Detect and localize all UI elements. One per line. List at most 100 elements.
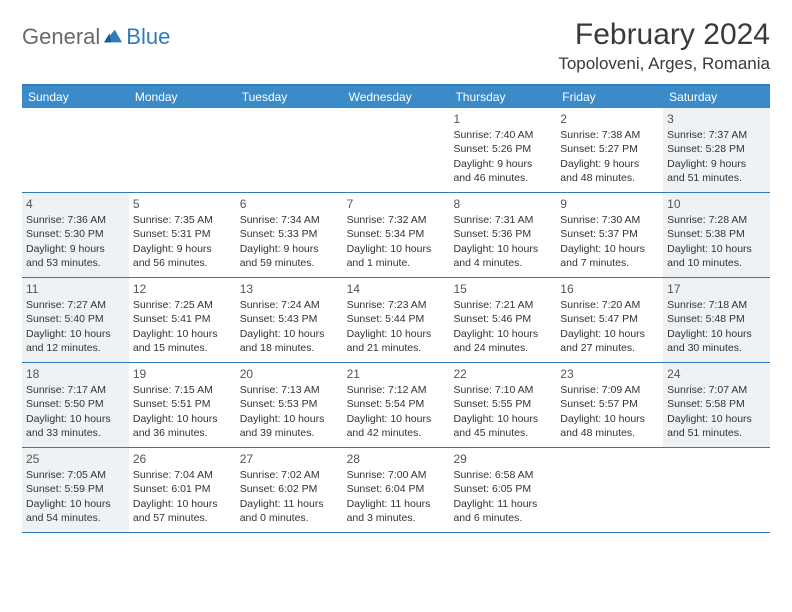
empty-cell [556, 448, 663, 532]
day-sunrise: Sunrise: 7:24 AM [240, 298, 339, 312]
day-sunset: Sunset: 5:47 PM [560, 312, 659, 326]
day-number: 24 [667, 366, 766, 382]
day-number: 20 [240, 366, 339, 382]
day-day1: Daylight: 10 hours [560, 412, 659, 426]
day-number: 11 [26, 281, 125, 297]
day-cell: 12Sunrise: 7:25 AMSunset: 5:41 PMDayligh… [129, 278, 236, 362]
day-sunset: Sunset: 5:51 PM [133, 397, 232, 411]
day-sunrise: Sunrise: 7:04 AM [133, 468, 232, 482]
day-number: 7 [347, 196, 446, 212]
day-day1: Daylight: 9 hours [240, 242, 339, 256]
day-number: 14 [347, 281, 446, 297]
day-cell: 19Sunrise: 7:15 AMSunset: 5:51 PMDayligh… [129, 363, 236, 447]
empty-cell [236, 108, 343, 192]
day-number: 15 [453, 281, 552, 297]
day-sunrise: Sunrise: 7:05 AM [26, 468, 125, 482]
day-day1: Daylight: 9 hours [560, 157, 659, 171]
day-sunrise: Sunrise: 7:37 AM [667, 128, 766, 142]
day-sunrise: Sunrise: 7:00 AM [347, 468, 446, 482]
day-number: 12 [133, 281, 232, 297]
day-day2: and 57 minutes. [133, 511, 232, 525]
day-day2: and 48 minutes. [560, 171, 659, 185]
day-sunset: Sunset: 5:58 PM [667, 397, 766, 411]
day-cell: 9Sunrise: 7:30 AMSunset: 5:37 PMDaylight… [556, 193, 663, 277]
day-cell: 3Sunrise: 7:37 AMSunset: 5:28 PMDaylight… [663, 108, 770, 192]
day-sunset: Sunset: 5:36 PM [453, 227, 552, 241]
day-cell: 4Sunrise: 7:36 AMSunset: 5:30 PMDaylight… [22, 193, 129, 277]
day-sunrise: Sunrise: 7:23 AM [347, 298, 446, 312]
day-day2: and 54 minutes. [26, 511, 125, 525]
day-day1: Daylight: 9 hours [133, 242, 232, 256]
day-sunrise: Sunrise: 7:10 AM [453, 383, 552, 397]
day-cell: 2Sunrise: 7:38 AMSunset: 5:27 PMDaylight… [556, 108, 663, 192]
day-sunset: Sunset: 5:50 PM [26, 397, 125, 411]
day-cell: 15Sunrise: 7:21 AMSunset: 5:46 PMDayligh… [449, 278, 556, 362]
day-day2: and 48 minutes. [560, 426, 659, 440]
day-sunset: Sunset: 5:28 PM [667, 142, 766, 156]
day-cell: 18Sunrise: 7:17 AMSunset: 5:50 PMDayligh… [22, 363, 129, 447]
day-cell: 17Sunrise: 7:18 AMSunset: 5:48 PMDayligh… [663, 278, 770, 362]
day-sunrise: Sunrise: 7:38 AM [560, 128, 659, 142]
day-sunrise: Sunrise: 7:34 AM [240, 213, 339, 227]
day-cell: 20Sunrise: 7:13 AMSunset: 5:53 PMDayligh… [236, 363, 343, 447]
day-sunrise: Sunrise: 7:07 AM [667, 383, 766, 397]
day-cell: 16Sunrise: 7:20 AMSunset: 5:47 PMDayligh… [556, 278, 663, 362]
day-day1: Daylight: 9 hours [667, 157, 766, 171]
day-day1: Daylight: 9 hours [26, 242, 125, 256]
day-number: 28 [347, 451, 446, 467]
day-number: 9 [560, 196, 659, 212]
day-day1: Daylight: 10 hours [347, 242, 446, 256]
header: General Blue February 2024 Topoloveni, A… [22, 18, 770, 74]
day-day1: Daylight: 10 hours [453, 327, 552, 341]
day-number: 16 [560, 281, 659, 297]
day-sunset: Sunset: 5:31 PM [133, 227, 232, 241]
day-sunrise: Sunrise: 7:32 AM [347, 213, 446, 227]
day-number: 25 [26, 451, 125, 467]
day-sunset: Sunset: 5:53 PM [240, 397, 339, 411]
day-day2: and 15 minutes. [133, 341, 232, 355]
day-number: 4 [26, 196, 125, 212]
day-day2: and 10 minutes. [667, 256, 766, 270]
day-day1: Daylight: 10 hours [667, 412, 766, 426]
day-sunset: Sunset: 6:01 PM [133, 482, 232, 496]
day-number: 1 [453, 111, 552, 127]
day-cell: 7Sunrise: 7:32 AMSunset: 5:34 PMDaylight… [343, 193, 450, 277]
day-sunrise: Sunrise: 7:13 AM [240, 383, 339, 397]
day-day1: Daylight: 10 hours [453, 242, 552, 256]
day-day2: and 30 minutes. [667, 341, 766, 355]
week-row: 18Sunrise: 7:17 AMSunset: 5:50 PMDayligh… [22, 363, 770, 448]
day-day1: Daylight: 11 hours [240, 497, 339, 511]
day-cell: 22Sunrise: 7:10 AMSunset: 5:55 PMDayligh… [449, 363, 556, 447]
location: Topoloveni, Arges, Romania [558, 54, 770, 74]
logo-text-blue: Blue [126, 24, 170, 50]
day-sunset: Sunset: 5:33 PM [240, 227, 339, 241]
day-sunset: Sunset: 5:34 PM [347, 227, 446, 241]
day-day2: and 42 minutes. [347, 426, 446, 440]
day-sunrise: Sunrise: 7:36 AM [26, 213, 125, 227]
day-sunrise: Sunrise: 7:20 AM [560, 298, 659, 312]
day-cell: 23Sunrise: 7:09 AMSunset: 5:57 PMDayligh… [556, 363, 663, 447]
day-day1: Daylight: 10 hours [667, 327, 766, 341]
day-day2: and 36 minutes. [133, 426, 232, 440]
day-day1: Daylight: 10 hours [453, 412, 552, 426]
day-day2: and 39 minutes. [240, 426, 339, 440]
day-day1: Daylight: 10 hours [26, 327, 125, 341]
day-number: 18 [26, 366, 125, 382]
day-day1: Daylight: 11 hours [453, 497, 552, 511]
day-sunset: Sunset: 5:41 PM [133, 312, 232, 326]
empty-cell [22, 108, 129, 192]
week-row: 25Sunrise: 7:05 AMSunset: 5:59 PMDayligh… [22, 448, 770, 533]
day-cell: 11Sunrise: 7:27 AMSunset: 5:40 PMDayligh… [22, 278, 129, 362]
day-day2: and 46 minutes. [453, 171, 552, 185]
day-sunset: Sunset: 6:04 PM [347, 482, 446, 496]
weekday-header: Monday [129, 86, 236, 108]
week-row: 4Sunrise: 7:36 AMSunset: 5:30 PMDaylight… [22, 193, 770, 278]
day-day1: Daylight: 10 hours [560, 242, 659, 256]
day-sunset: Sunset: 5:38 PM [667, 227, 766, 241]
day-sunrise: Sunrise: 6:58 AM [453, 468, 552, 482]
day-cell: 1Sunrise: 7:40 AMSunset: 5:26 PMDaylight… [449, 108, 556, 192]
day-day1: Daylight: 10 hours [26, 412, 125, 426]
day-number: 26 [133, 451, 232, 467]
day-sunrise: Sunrise: 7:21 AM [453, 298, 552, 312]
day-cell: 26Sunrise: 7:04 AMSunset: 6:01 PMDayligh… [129, 448, 236, 532]
